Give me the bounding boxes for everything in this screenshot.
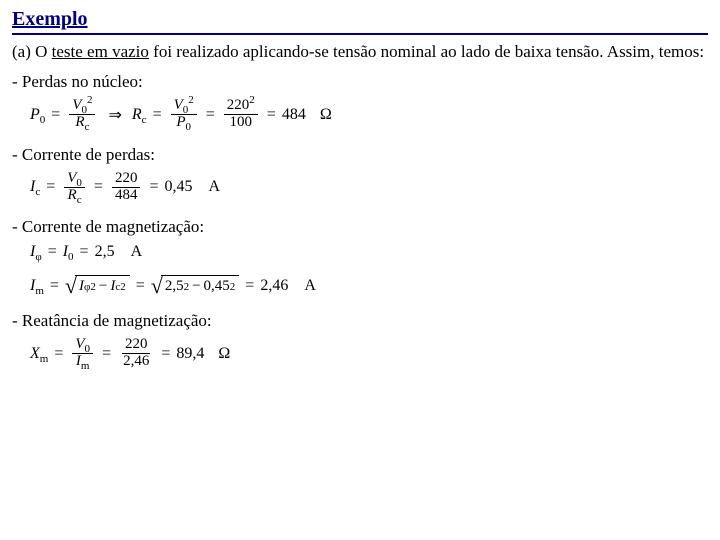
- sym-Iphi: Iφ: [30, 243, 42, 261]
- intro-text-a: (a) O: [12, 42, 52, 61]
- sym-Rc: Rc: [132, 106, 147, 124]
- op-eq: =: [136, 277, 145, 295]
- op-eq: =: [153, 106, 162, 124]
- frac-V0-Im: V0 Im: [72, 337, 93, 370]
- frac-V0sq-P0: V02 P0: [171, 98, 197, 131]
- sym-Xm: Xm: [30, 345, 48, 363]
- op-eq: =: [206, 106, 215, 124]
- val-25: 2,5: [95, 243, 115, 261]
- op-eq: =: [48, 243, 57, 261]
- intro-text-c: foi realizado aplicando-se tensão nomina…: [149, 42, 704, 61]
- val-484: 484: [282, 106, 306, 124]
- op-eq: =: [46, 178, 55, 196]
- op-eq: =: [54, 345, 63, 363]
- eq-xm: Xm = V0 Im = 220 2,46 = 89,4 Ω: [30, 337, 708, 370]
- op-eq: =: [267, 106, 276, 124]
- val-246: 2,46: [260, 277, 288, 295]
- intro-paragraph: (a) O teste em vazio foi realizado aplic…: [12, 41, 708, 62]
- title-rule: [12, 33, 708, 35]
- op-eq: =: [50, 277, 59, 295]
- section-loss-current: - Corrente de perdas:: [12, 145, 708, 165]
- frac-220sq-100: 2202 100: [224, 98, 258, 131]
- op-eq: =: [94, 178, 103, 196]
- val-045: 0,45: [164, 178, 192, 196]
- op-eq: =: [149, 178, 158, 196]
- op-eq: =: [80, 243, 89, 261]
- op-implies: ⇒: [108, 105, 121, 125]
- unit-amp: A: [208, 178, 220, 196]
- op-eq: =: [161, 345, 170, 363]
- section-mag-reactance: - Reatância de magnetização:: [12, 311, 708, 331]
- section-core-losses: - Perdas no núcleo:: [12, 72, 708, 92]
- sym-Ic: Ic: [30, 178, 40, 196]
- eq-core-losses: P0 = V02 Rc ⇒ Rc = V02 P0 = 2202 100 = 4…: [30, 98, 708, 131]
- frac-220-484: 220 484: [112, 171, 141, 204]
- frac-V0-Rc: V0 Rc: [64, 171, 85, 204]
- sym-P0: P0: [30, 106, 45, 124]
- unit-ohm: Ω: [218, 345, 230, 363]
- eq-iphi: Iφ = I0 = 2,5 A: [30, 243, 708, 261]
- intro-underline: teste em vazio: [52, 42, 149, 61]
- eq-im: Im = √ Iφ2 − Ic2 = √ 2,52 − 0,452 = 2,46…: [30, 275, 708, 297]
- sqrt-sym: √ Iφ2 − Ic2: [65, 275, 130, 297]
- unit-amp: A: [304, 277, 316, 295]
- sqrt-num: √ 2,52 − 0,452: [151, 275, 240, 297]
- frac-V0sq-Rc: V02 Rc: [69, 98, 95, 131]
- op-eq: =: [245, 277, 254, 295]
- op-eq: =: [102, 345, 111, 363]
- unit-ohm: Ω: [320, 106, 332, 124]
- frac-220-246: 220 2,46: [120, 337, 152, 370]
- eq-loss-current: Ic = V0 Rc = 220 484 = 0,45 A: [30, 171, 708, 204]
- unit-amp: A: [131, 243, 143, 261]
- sym-I0: I0: [63, 243, 74, 261]
- sym-Im: Im: [30, 277, 44, 295]
- page-title: Exemplo: [12, 8, 708, 31]
- val-894: 89,4: [176, 345, 204, 363]
- op-eq: =: [51, 106, 60, 124]
- section-mag-current: - Corrente de magnetização:: [12, 217, 708, 237]
